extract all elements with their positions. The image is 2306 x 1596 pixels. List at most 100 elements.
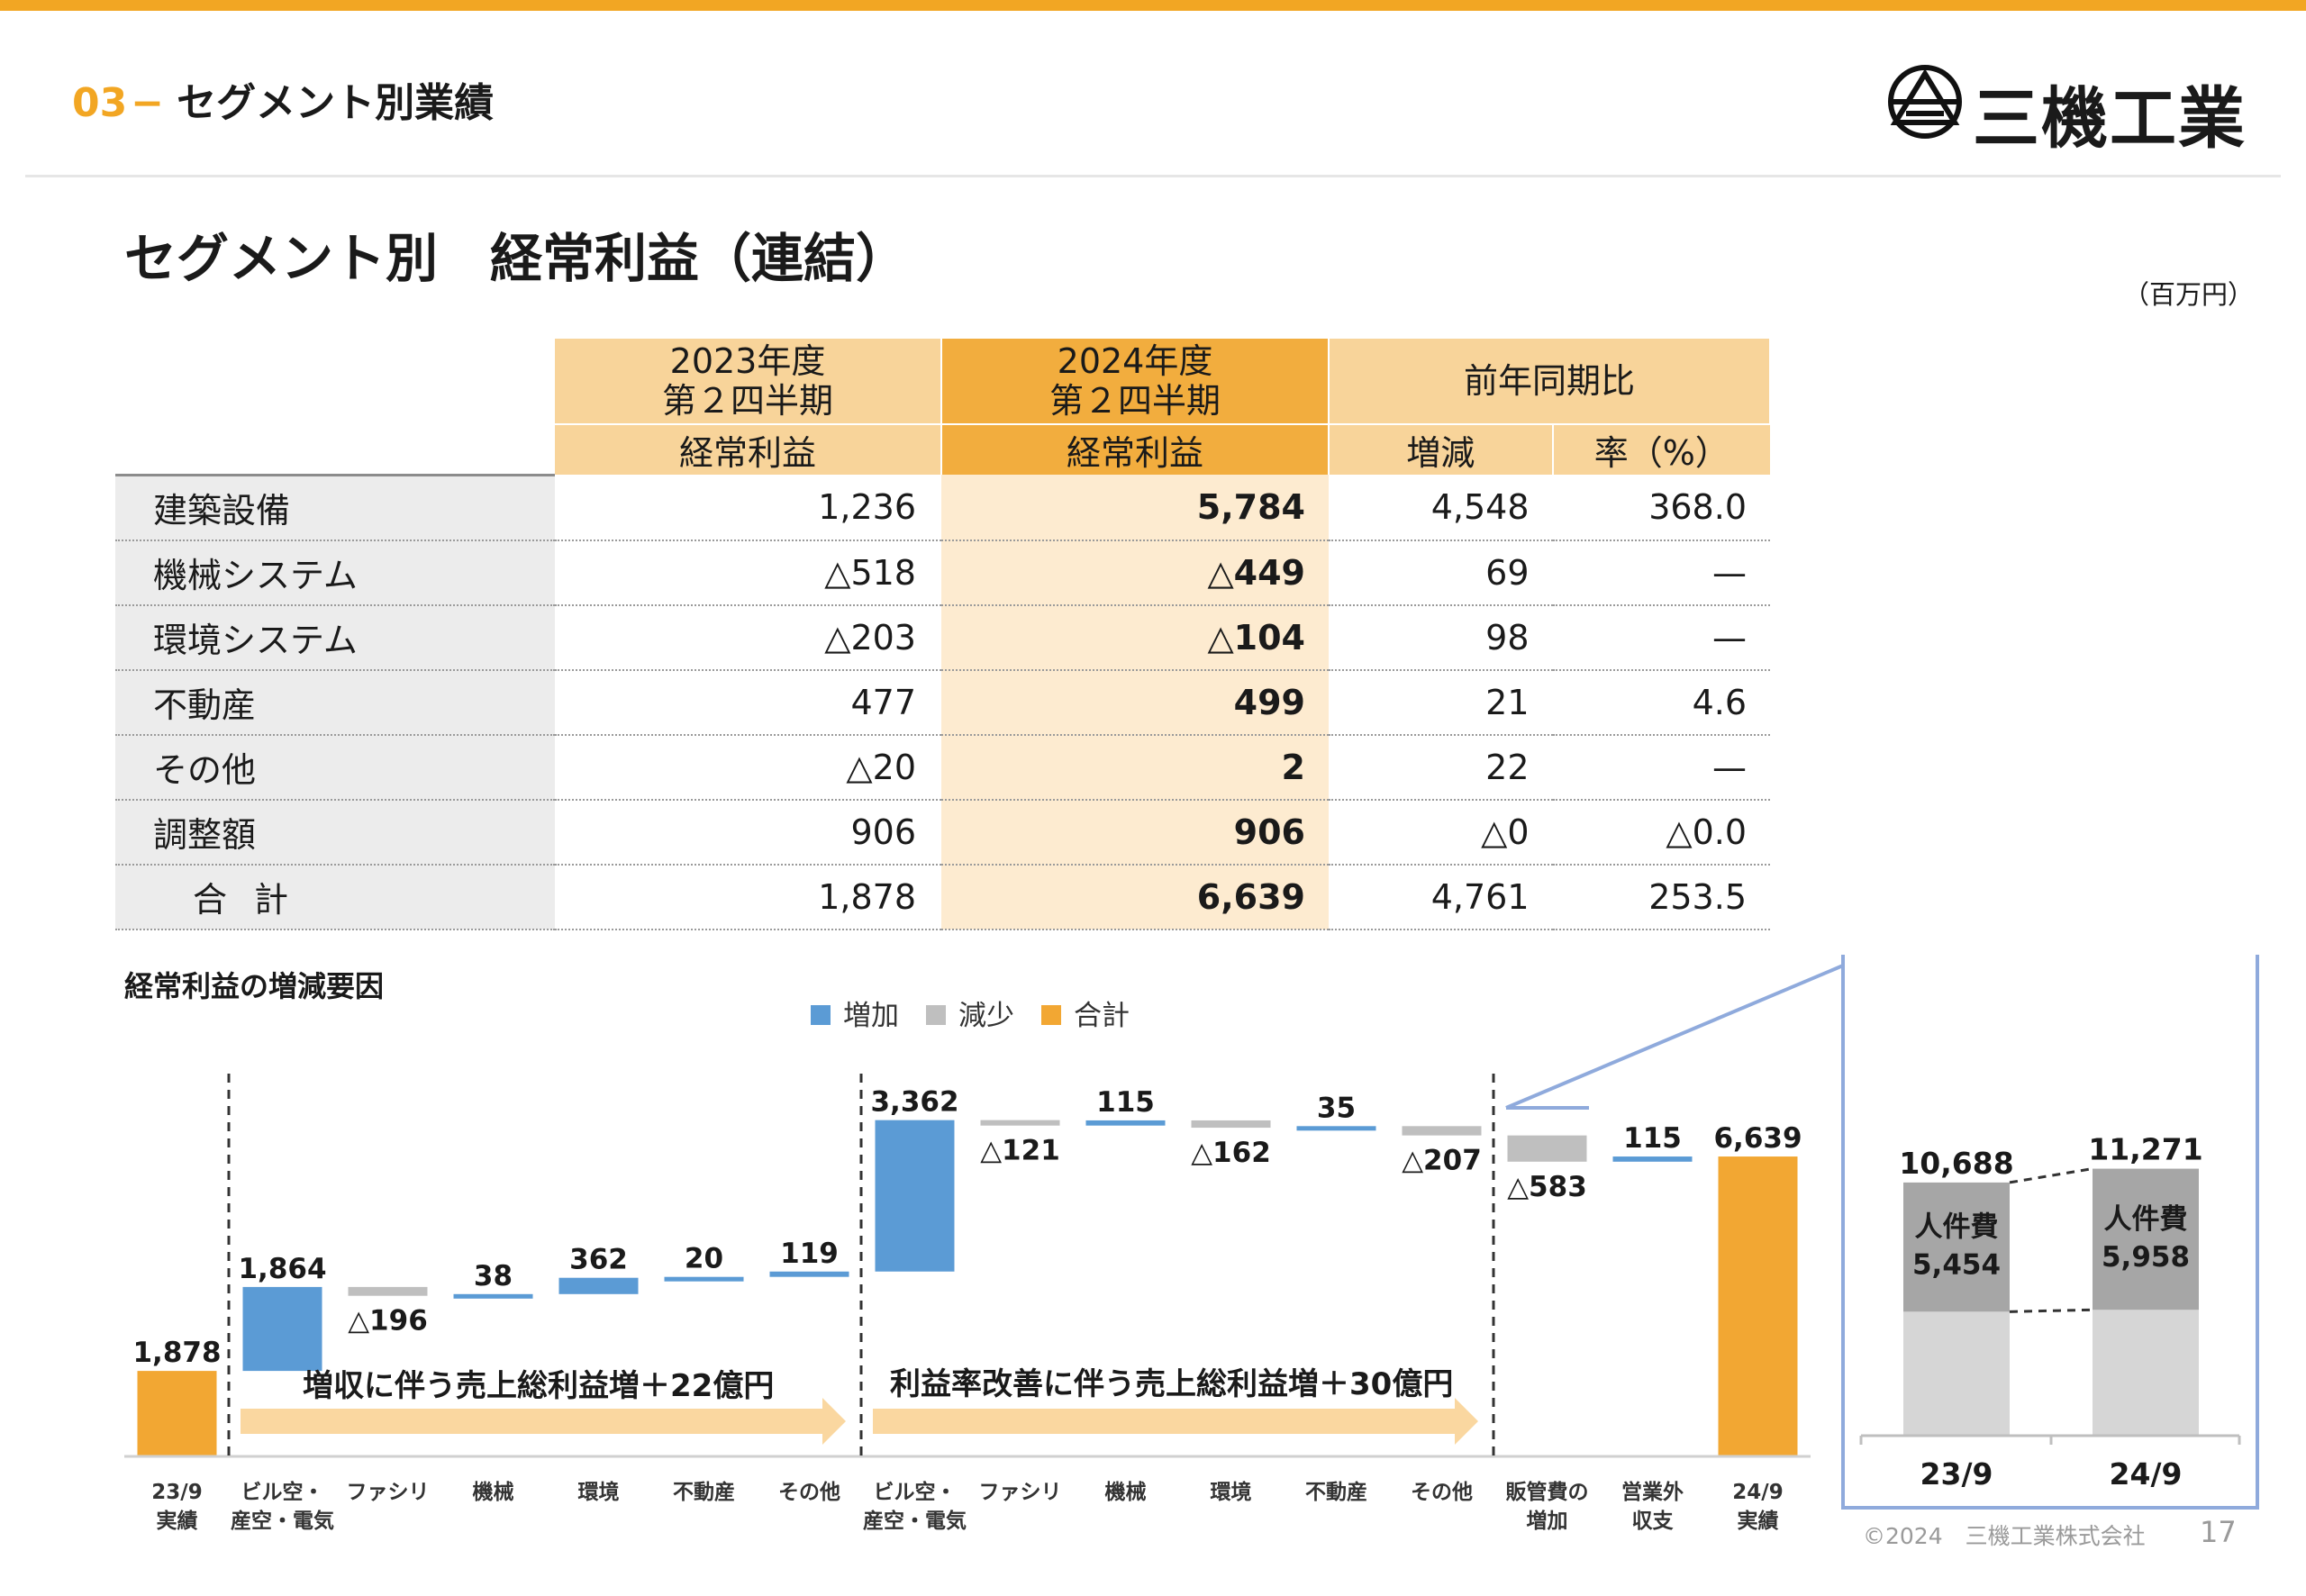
waterfall-bar-3: [453, 1293, 533, 1299]
header-2023-quarter: 第２四半期: [661, 381, 833, 421]
waterfall-value-label-9: 115: [1096, 1086, 1155, 1119]
sga-category-label-0: 23/9: [1920, 1456, 1993, 1492]
category-label-11: 不動産: [1305, 1480, 1367, 1504]
category-label-12: その他: [1411, 1481, 1473, 1504]
cell-change: 4,761: [1329, 864, 1553, 930]
subheader-change: 増減: [1329, 423, 1554, 475]
cell-2023: 1,878: [555, 864, 941, 930]
waterfall-value-label-2: △196: [348, 1305, 428, 1338]
table-row: 機械システム △518 △449 69 —: [115, 540, 1770, 606]
cell-rate: —: [1552, 604, 1770, 671]
row-label: 環境システム: [115, 604, 555, 671]
category-label-line2-15: 実績: [1738, 1509, 1779, 1533]
row-label: 合計: [115, 864, 555, 930]
cell-change: 69: [1329, 540, 1553, 606]
waterfall-value-label-12: △207: [1402, 1145, 1482, 1177]
table-total-row: 合計 1,878 6,639 4,761 253.5: [115, 864, 1770, 930]
cell-rate: 368.0: [1552, 475, 1770, 541]
waterfall-bar-12: [1402, 1126, 1482, 1136]
sga-personnel-bar-0: [1903, 1182, 2010, 1312]
header-yoy: 前年同期比: [1329, 339, 1771, 424]
table-row: 調整額 906 906 △0 △0.0: [115, 799, 1770, 866]
table-subheader-row: 経常利益 経常利益 増減 率（%）: [115, 423, 1770, 476]
waterfall-value-label-14: 115: [1623, 1122, 1682, 1155]
table-row: 環境システム △203 △104 98 —: [115, 604, 1770, 671]
legend-label-0: 増加: [843, 1000, 899, 1032]
waterfall-bar-11: [1296, 1126, 1376, 1131]
sga-total-label-0: 10,688: [1899, 1146, 2013, 1181]
annotation-text-1: 利益率改善に伴う売上総利益増＋30億円: [890, 1366, 1453, 1402]
section-dash: −: [131, 80, 165, 126]
cell-2024: 906: [941, 799, 1329, 866]
row-label: 機械システム: [115, 540, 555, 606]
cell-2024: △449: [941, 540, 1329, 606]
header-blank-cell: [115, 339, 555, 424]
slide-title: セグメント別 経常利益（連結）: [124, 228, 909, 289]
header-2023-year: 2023年度: [669, 341, 826, 381]
cell-rate: —: [1552, 540, 1770, 606]
logo-emblem-icon: [1888, 65, 1962, 139]
cell-change: △0: [1329, 799, 1553, 866]
cell-2023: △20: [555, 734, 941, 801]
header-2024: 2024年度 第２四半期: [941, 339, 1330, 424]
waterfall-value-label-5: 20: [685, 1243, 723, 1275]
section-title: セグメント別業績: [177, 80, 495, 126]
waterfall-bar-2: [348, 1286, 428, 1296]
waterfall-bar-14: [1612, 1156, 1693, 1162]
header-divider: [25, 175, 2281, 177]
company-logo: 三機工業: [1886, 61, 2256, 158]
waterfall-value-label-15: 6,639: [1713, 1122, 1802, 1155]
header-2023: 2023年度 第２四半期: [555, 339, 942, 424]
cell-2024: 499: [941, 669, 1329, 736]
waterfall-value-label-7: 3,362: [870, 1086, 958, 1119]
cell-2024: 6,639: [941, 864, 1329, 930]
waterfall-bar-6: [769, 1271, 849, 1277]
subheader-blank-cell: [115, 424, 555, 476]
cell-2024: 2: [941, 734, 1329, 801]
sga-total-label-1: 11,271: [2088, 1132, 2202, 1167]
cell-change: 22: [1329, 734, 1553, 801]
copyright: ©2024 三機工業株式会社: [1863, 1523, 2146, 1549]
waterfall-value-label-0: 1,878: [132, 1337, 221, 1369]
waterfall-bar-4: [558, 1277, 639, 1294]
waterfall-value-label-10: △162: [1191, 1137, 1271, 1169]
sga-segment-value-1: 5,958: [2102, 1241, 2190, 1274]
annotation-arrow-1: [873, 1398, 1478, 1445]
row-label: 不動産: [115, 669, 555, 736]
cell-rate: 4.6: [1552, 669, 1770, 736]
waterfall-bar-15: [1718, 1156, 1798, 1455]
waterfall-bar-1: [242, 1286, 322, 1372]
legend-swatch-1: [926, 1005, 946, 1025]
sga-personnel-bar-1: [2093, 1168, 2199, 1310]
cell-2024: 5,784: [941, 475, 1329, 541]
subheader-2024: 経常利益: [941, 423, 1330, 475]
category-label-9: 機械: [1105, 1481, 1147, 1504]
category-label-line2-0: 実績: [157, 1509, 198, 1533]
table-row: 不動産 477 499 21 4.6: [115, 669, 1770, 736]
category-label-6: その他: [778, 1481, 840, 1504]
logo-text: 三機工業: [1973, 80, 2247, 158]
row-label: 建築設備: [115, 475, 555, 541]
category-label-15: 24/9: [1732, 1481, 1783, 1504]
cell-rate: △0.0: [1552, 799, 1770, 866]
sga-other-bar-0: [1903, 1311, 2010, 1436]
cell-change: 4,548: [1329, 475, 1553, 541]
waterfall-bar-10: [1191, 1120, 1271, 1129]
waterfall-value-label-4: 362: [569, 1244, 628, 1276]
header-2024-quarter: 第２四半期: [1049, 381, 1221, 421]
waterfall-value-label-8: △121: [980, 1135, 1060, 1167]
sga-other-bar-1: [2093, 1310, 2199, 1436]
sga-segment-value-0: 5,454: [1912, 1249, 2001, 1282]
table-row: 建築設備 1,236 5,784 4,548 368.0: [115, 475, 1770, 541]
legend-label-1: 減少: [958, 1000, 1014, 1032]
category-label-line2-14: 収支: [1632, 1510, 1675, 1533]
waterfall-title: 経常利益の増減要因: [124, 969, 384, 1003]
category-label-14: 営業外: [1621, 1480, 1684, 1504]
legend-swatch-2: [1041, 1005, 1061, 1025]
sga-category-label-1: 24/9: [2110, 1456, 2183, 1492]
section-heading: 03− セグメント別業績: [72, 70, 494, 128]
row-label: 調整額: [115, 799, 555, 866]
waterfall-bar-0: [137, 1371, 217, 1455]
category-label-line2-13: 増加: [1527, 1509, 1568, 1533]
